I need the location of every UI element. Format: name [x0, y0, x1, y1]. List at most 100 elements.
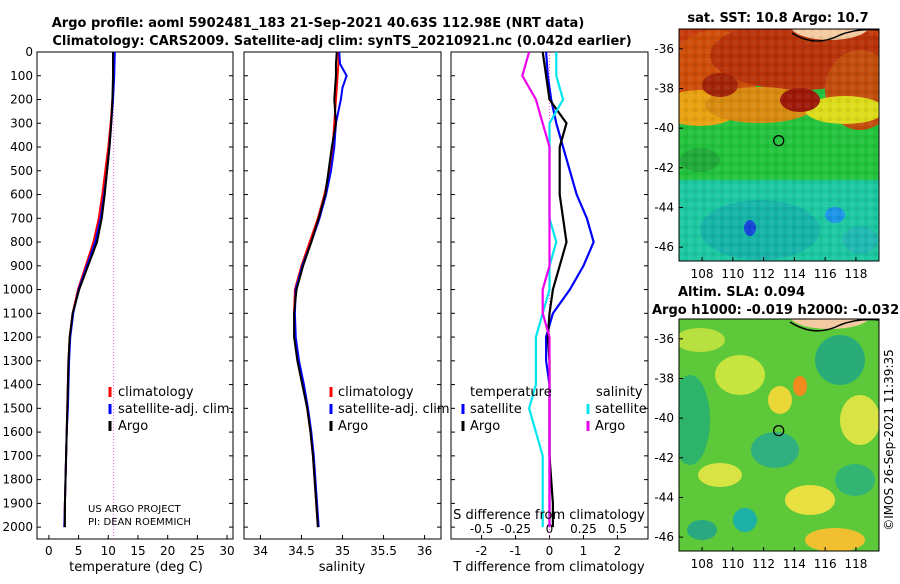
y-tick-label: 500 [10, 164, 33, 178]
x2-tick-label: -0.5 [470, 522, 493, 536]
x-tick-label: 2 [614, 544, 622, 558]
salinity-xlabel: salinity [319, 560, 366, 575]
x-tick-label: 35 [335, 544, 350, 558]
map-x-tick-label: 116 [814, 557, 837, 571]
legend-label-argo: Argo [118, 419, 148, 434]
map-x-tick-label: 108 [691, 557, 714, 571]
y-tick-label: 1800 [2, 473, 33, 487]
figure-title-line1: Argo profile: aoml 5902481_183 21-Sep-20… [52, 16, 585, 31]
x-tick-label: 34.5 [288, 544, 315, 558]
map-x-tick-label: 114 [783, 267, 806, 281]
map-x-tick-label: 118 [844, 267, 867, 281]
map-y-tick-label: -36 [654, 332, 674, 346]
salinity-legend: climatology satellite-adj. clim. Argo [329, 385, 454, 434]
sla-map-title-line2: Argo h1000: -0.019 h2000: -0.032 [652, 303, 899, 318]
difference-legend: temperature salinity satellite Argo sate… [461, 385, 647, 434]
x-tick-label: 0 [546, 544, 554, 558]
difference-series-2 [527, 52, 565, 528]
sla-argo-marker [773, 424, 785, 437]
temperature-axes-box [36, 51, 234, 540]
map-x-tick-label: 108 [691, 267, 714, 281]
y-tick-label: 1500 [2, 401, 33, 415]
x-tick-label: 20 [160, 544, 175, 558]
legend-label-temp-argo: Argo [470, 419, 500, 434]
x-tick-label: 30 [219, 544, 234, 558]
map-x-tick-label: 118 [844, 557, 867, 571]
difference-series-3 [521, 51, 551, 528]
x2-tick-label: 0.5 [608, 522, 627, 536]
map-x-tick-label: 110 [721, 557, 744, 571]
sst-map-title: sat. SST: 10.8 Argo: 10.7 [687, 11, 868, 26]
sst-map-field [679, 29, 879, 261]
legend-label-argo: Argo [338, 419, 368, 434]
difference-xlabel: T difference from climatology [452, 560, 645, 575]
map-y-tick-label: -38 [654, 81, 674, 95]
sst-argo-marker [773, 134, 785, 147]
temperature-series-2 [63, 52, 115, 528]
legend-label-temp-satellite: satellite [470, 402, 522, 417]
map-y-tick-label: -38 [654, 371, 674, 385]
legend-label-climatology: climatology [118, 385, 194, 400]
map-y-tick-label: -42 [654, 451, 674, 465]
legend-label-satellite: satellite-adj. clim. [118, 402, 234, 417]
sst-map-frame [678, 28, 880, 262]
y-tick-label: 300 [10, 116, 33, 130]
y-tick-label: 1900 [2, 496, 33, 510]
y-tick-label: 1400 [2, 378, 33, 392]
legend-label-satellite: satellite-adj. clim. [338, 402, 454, 417]
map-x-tick-label: 114 [783, 557, 806, 571]
map-y-tick-label: -46 [654, 240, 674, 254]
y-tick-label: 2000 [2, 520, 33, 534]
sst-map: sat. SST: 10.8 Argo: 10.7 108 110 112 114 11… [654, 11, 880, 281]
legend-title-temperature: temperature [470, 385, 552, 400]
x2-tick-label: -0.25 [500, 522, 531, 536]
x-tick-label: 35.5 [370, 544, 397, 558]
salinity-axes-box [243, 51, 442, 540]
y-tick-label: 100 [10, 69, 33, 83]
x-tick-label: 36 [417, 544, 432, 558]
x-tick-label: 34 [253, 544, 268, 558]
map-x-tick-label: 116 [814, 267, 837, 281]
watermark-text: ©IMOS 26-Sep-2021 11:39:35 [882, 349, 896, 531]
credit-project: US ARGO PROJECT [88, 504, 182, 515]
y-tick-label: 0 [25, 45, 33, 59]
map-y-tick-label: -40 [654, 121, 674, 135]
map-x-tick-label: 112 [752, 557, 775, 571]
x-tick-label: 10 [101, 544, 116, 558]
x-tick-label: 0 [45, 544, 53, 558]
x-tick-label: -1 [510, 544, 522, 558]
map-y-tick-label: -46 [654, 530, 674, 544]
x2-tick-label: 0.25 [570, 522, 597, 536]
y-tick-label: 1700 [2, 449, 33, 463]
legend-label-climatology: climatology [338, 385, 414, 400]
map-x-tick-label: 110 [721, 267, 744, 281]
sla-map-title-line1: Altim. SLA: 0.094 [678, 285, 805, 300]
temperature-legend: climatology satellite-adj. clim. Argo [108, 385, 234, 434]
y-tick-label: 1300 [2, 354, 33, 368]
difference-panel: -0.5 -0.25 0 0.25 0.5 -2 -1 0 1 2 T difference f… [450, 51, 649, 575]
map-x-tick-label: 112 [752, 267, 775, 281]
y-tick-label: 1600 [2, 425, 33, 439]
y-tick-label: 1200 [2, 330, 33, 344]
y-tick-label: 1100 [2, 306, 33, 320]
figure-title-line2: Climatology: CARS2009. Satellite-adj cli… [52, 34, 631, 49]
map-y-tick-label: -44 [654, 490, 674, 504]
sla-map: Altim. SLA: 0.094 Argo h1000: -0.019 h20… [652, 285, 899, 571]
y-tick-label: 600 [10, 188, 33, 202]
x-tick-label: 5 [75, 544, 83, 558]
x-tick-label: -2 [476, 544, 488, 558]
y-tick-label: 700 [10, 211, 33, 225]
difference-x2label: S difference from climatology [453, 508, 645, 523]
y-tick-label: 800 [10, 235, 33, 249]
legend-label-sal-satellite: satellite [595, 402, 647, 417]
credit-pi: PI: DEAN ROEMMICH [88, 517, 191, 528]
map-y-tick-label: -44 [654, 200, 674, 214]
y-tick-label: 400 [10, 140, 33, 154]
sla-map-frame [678, 318, 880, 552]
salinity-panel: 34 34.5 35 35.5 36 salinity climatology sate… [243, 51, 454, 575]
x-tick-label: 25 [190, 544, 205, 558]
map-y-tick-label: -40 [654, 411, 674, 425]
salinity-series-2 [293, 51, 338, 528]
